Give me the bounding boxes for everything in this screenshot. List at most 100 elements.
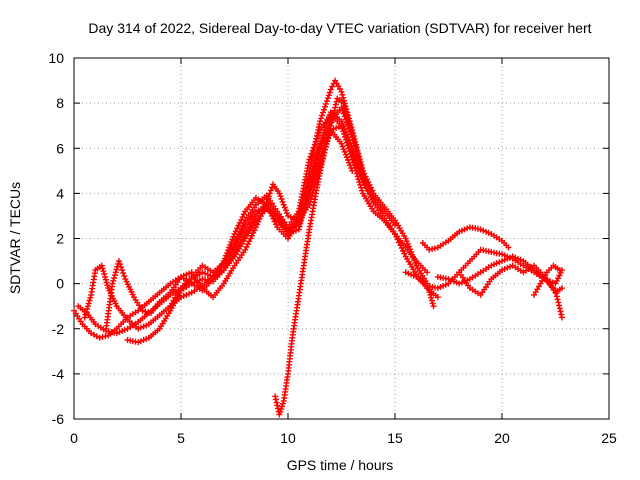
data-point-run <box>122 276 136 298</box>
series-arc-5 <box>124 127 356 346</box>
data-point-run <box>103 283 116 332</box>
data-point-run <box>178 290 192 301</box>
data-point-run <box>297 256 308 287</box>
y-tick-label: -6 <box>52 411 65 427</box>
data-point <box>392 221 398 228</box>
data-point-run <box>156 282 172 296</box>
x-tick-label: 20 <box>494 430 510 446</box>
data-point-run <box>96 333 109 341</box>
data-point-run <box>231 226 247 251</box>
data-point-run <box>359 172 376 199</box>
data-point-run <box>145 291 161 305</box>
data-point-run <box>285 215 301 237</box>
data-point-run <box>509 253 524 263</box>
data-point-run <box>332 77 343 92</box>
data-point-run <box>306 130 322 163</box>
data-point-run <box>220 247 236 267</box>
y-axis-label: SDTVAR / TECUs <box>7 182 23 294</box>
data-point-run <box>199 285 214 299</box>
data-point-run <box>520 264 535 276</box>
y-tick-label: 6 <box>56 140 64 156</box>
data-point-run <box>81 294 94 321</box>
data-point-run <box>274 217 290 235</box>
data-point <box>349 167 356 174</box>
data-point-run <box>531 283 542 298</box>
data-point-run <box>231 233 247 255</box>
data-point-run <box>113 303 129 321</box>
data-point-run <box>295 179 312 219</box>
data-point-run <box>338 118 355 149</box>
data-point <box>434 294 441 301</box>
data-point-run <box>188 277 203 287</box>
series-arc-11 <box>456 262 565 298</box>
data-point-run <box>124 337 139 345</box>
series-arc-12 <box>531 262 563 298</box>
data-point-run <box>338 122 355 154</box>
data-point-run <box>359 176 376 203</box>
data-point-run <box>182 273 195 287</box>
series-arc-6 <box>167 109 377 310</box>
data-point-run <box>413 262 429 284</box>
data-point-run <box>124 316 140 330</box>
data-point-run <box>319 125 334 165</box>
data-point-run <box>402 269 417 279</box>
y-tick-label: 8 <box>56 95 64 111</box>
data-point-run <box>178 270 192 280</box>
data-point-run <box>340 100 355 135</box>
data-point <box>424 269 431 276</box>
x-tick-label: 0 <box>70 430 78 446</box>
data-point-run <box>456 269 472 289</box>
data-point-run <box>242 215 258 237</box>
chart-title: Day 314 of 2022, Sidereal Day-to-day VTE… <box>88 20 591 36</box>
data-point-run <box>274 224 289 240</box>
data-point-run <box>381 215 397 235</box>
data-point-run <box>413 258 428 274</box>
data-point-run <box>242 204 258 224</box>
data-point-run <box>242 197 258 215</box>
data-point-run <box>113 326 128 337</box>
data-point-run <box>220 251 236 274</box>
data-point-run <box>302 229 312 260</box>
data-point-run <box>263 199 279 217</box>
data-point-run <box>434 273 449 282</box>
data-point-run <box>381 208 397 226</box>
data-point-run <box>210 269 225 285</box>
data-point-run <box>370 190 386 208</box>
data-point-run <box>402 244 418 262</box>
data-point-run <box>135 322 150 332</box>
axis-ticks <box>73 57 610 420</box>
data-point-run <box>88 270 98 298</box>
data-point-run <box>499 237 510 249</box>
y-tick-labels: -6 -4 -2 0 2 4 6 8 10 <box>48 50 64 427</box>
data-point-run <box>317 112 333 147</box>
data-point-run <box>71 307 84 325</box>
data-point-run <box>231 211 247 237</box>
data-point-run <box>167 276 183 296</box>
data-point-run <box>392 231 408 257</box>
data-point-run <box>139 307 152 316</box>
y-tick-label: 10 <box>48 50 64 66</box>
data-point-run <box>220 265 236 287</box>
data-point-run <box>413 273 428 288</box>
data-point-run <box>312 161 325 197</box>
y-tick-label: 2 <box>56 231 64 247</box>
series-arc-7 <box>272 95 377 418</box>
data-point-run <box>156 291 172 305</box>
data-point-run <box>156 305 172 319</box>
data-point-run <box>306 143 323 183</box>
data-point-run <box>466 271 481 283</box>
y-tick-label: 4 <box>56 185 64 201</box>
data-point <box>556 267 563 274</box>
data-point-run <box>466 249 482 265</box>
data-point-run <box>289 310 300 341</box>
data-point-run <box>434 239 449 251</box>
x-tick-label: 10 <box>280 430 296 446</box>
data-point-run <box>242 227 258 253</box>
data-point-run <box>167 294 179 310</box>
data-point-run <box>317 89 333 125</box>
data-point-run <box>306 193 319 233</box>
data-point-run <box>349 131 366 176</box>
data-point-run <box>135 335 150 346</box>
data-point-run <box>145 327 161 341</box>
